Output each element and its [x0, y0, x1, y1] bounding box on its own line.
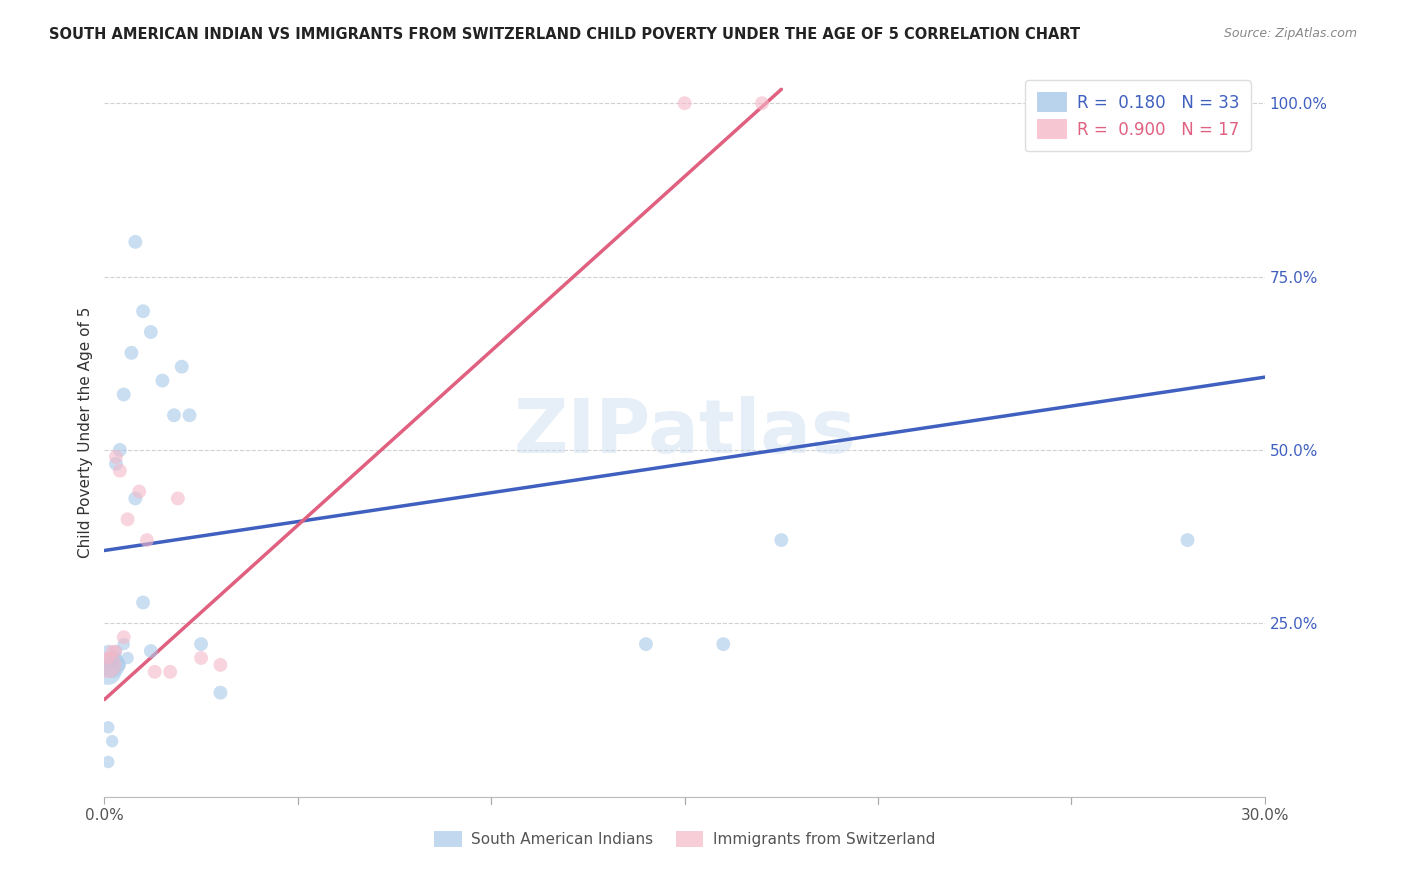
Point [143, 665, 166, 679]
Point [190, 637, 212, 651]
Point [209, 686, 232, 700]
Point [112, 637, 135, 651]
Point [101, 644, 124, 658]
Point [104, 450, 127, 464]
Point [117, 651, 139, 665]
Point [101, 734, 124, 748]
Point [132, 304, 155, 318]
Text: SOUTH AMERICAN INDIAN VS IMMIGRANTS FROM SWITZERLAND CHILD POVERTY UNDER THE AGE: SOUTH AMERICAN INDIAN VS IMMIGRANTS FROM… [49, 27, 1080, 42]
Point [673, 96, 696, 111]
Point [97, 651, 120, 665]
Point [97, 657, 120, 672]
Point [770, 533, 793, 547]
Point [170, 359, 193, 374]
Point [132, 595, 155, 609]
Point [117, 512, 139, 526]
Point [124, 491, 146, 506]
Point [139, 644, 162, 658]
Point [108, 442, 131, 457]
Point [112, 387, 135, 401]
Point [104, 457, 127, 471]
Point [751, 96, 773, 111]
Point [101, 651, 124, 665]
Point [167, 491, 190, 506]
Point [97, 665, 120, 679]
Text: ZIPatlas: ZIPatlas [513, 396, 856, 469]
Point [124, 235, 146, 249]
Text: Source: ZipAtlas.com: Source: ZipAtlas.com [1223, 27, 1357, 40]
Point [104, 644, 127, 658]
Point [190, 651, 212, 665]
Point [209, 657, 232, 672]
Y-axis label: Child Poverty Under the Age of 5: Child Poverty Under the Age of 5 [79, 307, 93, 558]
Point [1177, 533, 1199, 547]
Point [112, 630, 135, 644]
Point [97, 755, 120, 769]
Point [711, 637, 734, 651]
Point [139, 325, 162, 339]
Point [136, 533, 159, 547]
Point [128, 484, 150, 499]
Point [179, 409, 201, 423]
Point [634, 637, 657, 651]
Point [97, 720, 120, 734]
Legend: R =  0.180   N = 33, R =  0.900   N = 17: R = 0.180 N = 33, R = 0.900 N = 17 [1025, 80, 1251, 151]
Point [108, 464, 131, 478]
Point [163, 409, 186, 423]
Point [159, 665, 181, 679]
Point [120, 346, 142, 360]
Point [152, 374, 174, 388]
Point [101, 657, 124, 672]
Point [104, 644, 127, 658]
Point [108, 657, 131, 672]
Point [97, 644, 120, 658]
Point [97, 657, 120, 672]
Point [104, 651, 127, 665]
